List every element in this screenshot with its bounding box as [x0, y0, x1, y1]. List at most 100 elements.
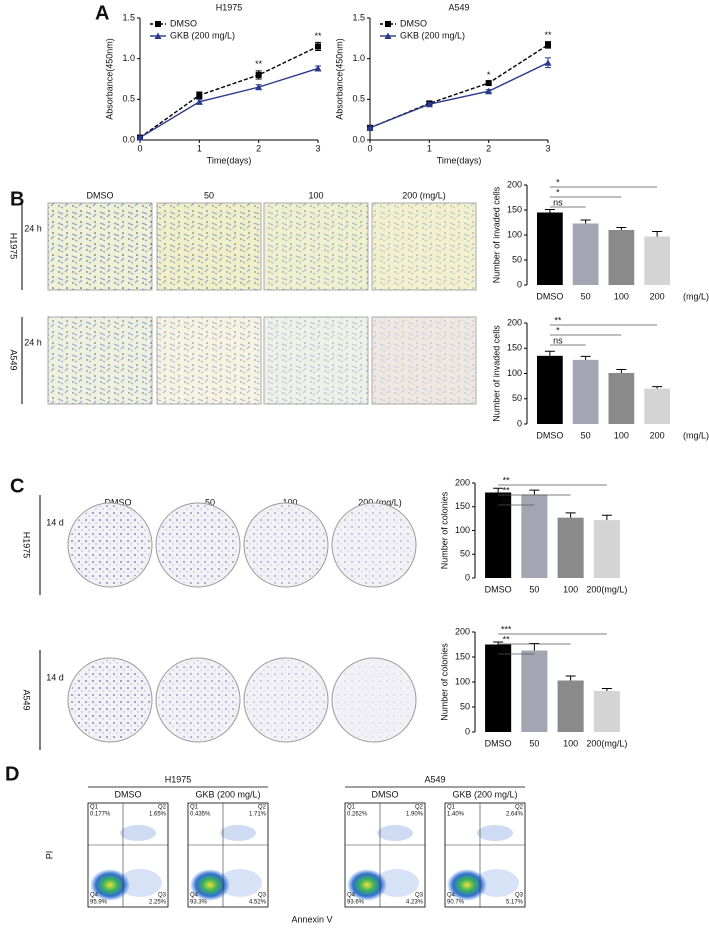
- quadrant-value: 2.64%: [506, 812, 524, 818]
- dish-colonies: [334, 660, 414, 740]
- bar: [537, 355, 563, 424]
- row-time: 14 d: [46, 517, 64, 527]
- marker: [255, 71, 262, 78]
- quadrant-value: 5.17%: [506, 900, 524, 906]
- x-tick-label: 50: [529, 738, 539, 748]
- x-tick-label: 3: [315, 143, 320, 153]
- quadrant-value: 4.52%: [249, 900, 267, 906]
- micrograph-cells: [48, 317, 152, 404]
- y-tick-label: 50: [512, 393, 522, 403]
- x-tick-label: 200(mg/L): [586, 584, 627, 594]
- bar: [572, 223, 599, 285]
- dish-colonies: [70, 660, 150, 740]
- bar: [557, 680, 584, 732]
- y-tick-label: 0.5: [122, 94, 135, 104]
- dish-colonies: [246, 660, 326, 740]
- error-bar: [565, 675, 576, 681]
- column-label: 50: [204, 190, 214, 200]
- micrograph-cells: [372, 203, 476, 290]
- x-tick-label: 100: [614, 430, 629, 440]
- y-tick-label: 100: [507, 368, 522, 378]
- condition-label: GKB (200 mg/L): [195, 789, 260, 799]
- error-bar: [652, 231, 663, 237]
- marker: [544, 59, 552, 66]
- y-axis-label: Number of invaded cells: [491, 186, 501, 283]
- x-tick-label: 100: [563, 738, 578, 748]
- significance-label: *: [556, 187, 560, 197]
- flow-events: [220, 825, 256, 841]
- quadrant-id: Q2: [415, 805, 424, 811]
- column-label: DMSO: [105, 497, 132, 507]
- significance-label: ns: [553, 335, 563, 345]
- flow-cluster: [447, 869, 487, 901]
- quadrant-id: Q3: [415, 893, 424, 899]
- bar: [521, 494, 548, 578]
- marker: [425, 100, 433, 108]
- micrograph-cells: [157, 317, 261, 404]
- error-bar: [580, 355, 591, 360]
- y-tick-label: 1.5: [352, 12, 365, 22]
- dish-colonies: [158, 505, 238, 585]
- flow-cluster: [347, 869, 387, 901]
- y-axis-label: Number of colonies: [439, 643, 449, 721]
- y-tick-label: 1.5: [122, 12, 135, 22]
- x-tick-label: 100: [563, 584, 578, 594]
- x-tick-label: 200(mg/L): [586, 738, 627, 748]
- flow-events: [475, 869, 519, 897]
- flow-events: [120, 825, 156, 841]
- legend-marker: [154, 32, 162, 39]
- significance-label: *: [556, 325, 560, 335]
- bar: [557, 517, 584, 578]
- quadrant-id: Q2: [258, 805, 267, 811]
- significance-label: ns: [501, 495, 511, 505]
- y-tick-label: 0.5: [352, 94, 365, 104]
- condition-label: GKB (200 mg/L): [452, 789, 517, 799]
- y-axis-label: Number of invaded cells: [491, 325, 501, 422]
- x-tick-label: DMSO: [536, 430, 563, 440]
- y-tick-label: 200: [507, 179, 522, 189]
- bar: [644, 236, 670, 285]
- x-tick-label: 2: [256, 143, 261, 153]
- row-label: H1975: [9, 233, 19, 260]
- flow-events: [375, 869, 419, 897]
- annotation: *: [487, 70, 491, 80]
- quadrant-id: Q1: [190, 805, 199, 811]
- y-tick-label: 50: [512, 254, 522, 264]
- column-label: 100: [282, 497, 297, 507]
- significance-label: **: [503, 634, 511, 644]
- y-tick-label: 0: [517, 279, 522, 289]
- x-tick-label: 200: [650, 430, 665, 440]
- flow-x-label: Annexin V: [291, 914, 332, 924]
- significance-label: **: [503, 475, 511, 485]
- legend-label: DMSO: [400, 18, 427, 28]
- column-label: 50: [205, 497, 215, 507]
- dish-colonies: [246, 505, 326, 585]
- y-tick-label: 200: [507, 317, 522, 327]
- y-tick-label: 0.0: [122, 134, 135, 144]
- flow-events: [118, 869, 162, 897]
- annotation: **: [544, 30, 552, 40]
- y-tick-label: 200: [455, 626, 470, 636]
- legend-label: GKB (200 mg/L): [400, 30, 465, 40]
- quadrant-value: 93.6%: [347, 900, 365, 906]
- significance-label: ***: [501, 624, 512, 634]
- error-bar: [652, 386, 663, 389]
- error-bar: [565, 512, 576, 518]
- column-label: 200 (mg/L): [358, 497, 402, 507]
- dish-colonies: [70, 505, 150, 585]
- quadrant-value: 1.71%: [249, 812, 267, 818]
- marker: [255, 83, 263, 91]
- y-tick-label: 150: [455, 651, 470, 661]
- quadrant-id: Q2: [515, 805, 524, 811]
- x-tick-label: DMSO: [536, 291, 563, 301]
- error-bar: [601, 688, 612, 691]
- flow-events: [477, 825, 513, 841]
- error-bar: [529, 643, 540, 651]
- y-tick-label: 1.0: [352, 53, 365, 63]
- y-axis-label: Absorbance(450nm): [334, 38, 344, 120]
- legend-label: DMSO: [170, 18, 197, 28]
- bar: [572, 359, 599, 424]
- y-tick-label: 150: [455, 501, 470, 511]
- y-tick-label: 0: [517, 418, 522, 428]
- significance-label: **: [503, 485, 511, 495]
